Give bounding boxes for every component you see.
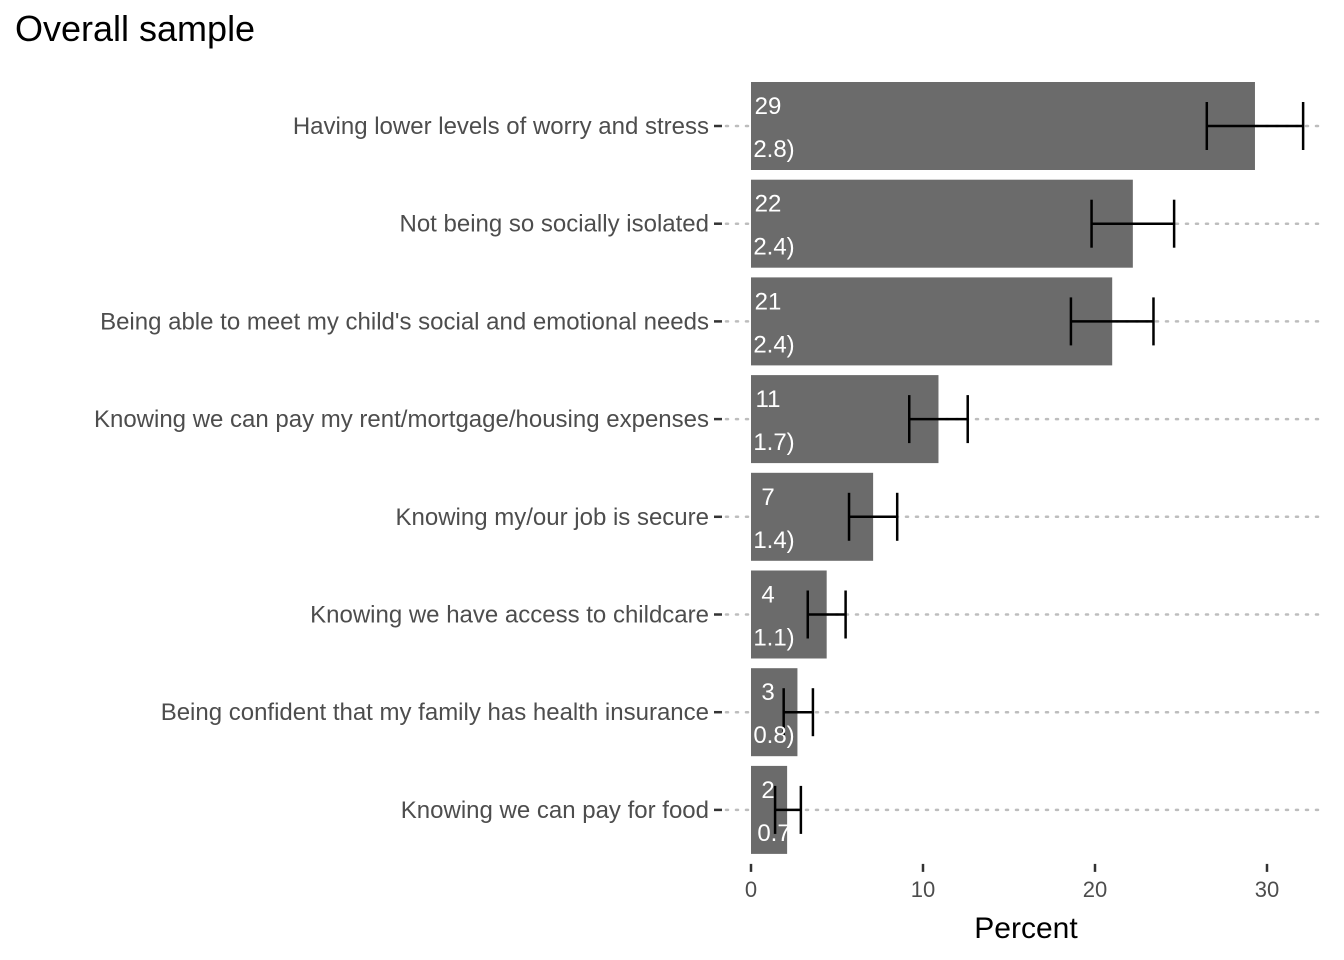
category-label: Knowing we can pay for food — [401, 797, 709, 824]
error-bar — [907, 395, 969, 444]
bar-label-value: 3 — [761, 679, 774, 706]
bar-label-error: 2.8) — [753, 136, 794, 163]
bar-label-error: 1.4) — [753, 527, 794, 554]
bar — [751, 179, 1133, 268]
category-label: Knowing we can pay my rent/mortgage/hous… — [94, 406, 709, 433]
bar-labels-layer: 29 2.8) 22 2.4) 21 2.4) 11 1.7) 7 1.4) 4 1.1) 3 0.8) 2… — [753, 93, 794, 847]
error-bar — [1069, 297, 1155, 346]
bar-label-value: 29 — [755, 93, 782, 120]
x-axis: 0 10 20 30 — [745, 863, 1279, 902]
x-axis-title: Percent — [974, 912, 1078, 945]
bar-label-error: 1.7) — [753, 429, 794, 456]
x-tick-label: 30 — [1255, 877, 1279, 902]
bar-label-value: 2 — [761, 777, 774, 804]
bar-label-error: 2.4) — [753, 234, 794, 261]
category-label: Having lower levels of worry and stress — [293, 113, 709, 140]
bar — [751, 375, 939, 464]
error-bars-layer — [773, 102, 1305, 834]
error-bar — [806, 590, 847, 639]
x-tick-label: 0 — [745, 877, 757, 902]
category-labels-layer: Having lower levels of worry and stress N… — [94, 113, 722, 824]
category-label: Being confident that my family has healt… — [161, 699, 709, 726]
bar-label-value: 4 — [761, 582, 774, 609]
category-label: Being able to meet my child's social and… — [100, 308, 709, 335]
category-label: Not being so socially isolated — [399, 211, 709, 238]
bar-label-value: 22 — [755, 191, 782, 218]
bar-label-error: 0.8) — [753, 722, 794, 749]
x-tick-label: 20 — [1083, 877, 1107, 902]
bar-label-value: 21 — [755, 288, 782, 315]
error-bar — [847, 492, 899, 541]
error-bar — [1090, 199, 1176, 248]
bar — [751, 277, 1113, 366]
category-label: Knowing we have access to childcare — [310, 602, 709, 629]
bar — [751, 82, 1255, 170]
x-tick-label: 10 — [911, 877, 935, 902]
error-bar — [1205, 102, 1305, 150]
error-bar — [773, 785, 803, 834]
error-bar — [782, 688, 815, 737]
category-label: Knowing my/our job is secure — [396, 504, 709, 531]
bar-label-value: 11 — [756, 386, 781, 413]
chart-title: Overall sample — [15, 8, 256, 49]
bar-label-error: 2.4) — [753, 331, 794, 358]
bar-label-error: 0.7 — [757, 820, 790, 847]
bar-label-value: 7 — [761, 484, 774, 511]
bars-layer — [751, 82, 1255, 854]
bar-label-error: 1.1) — [753, 625, 794, 652]
